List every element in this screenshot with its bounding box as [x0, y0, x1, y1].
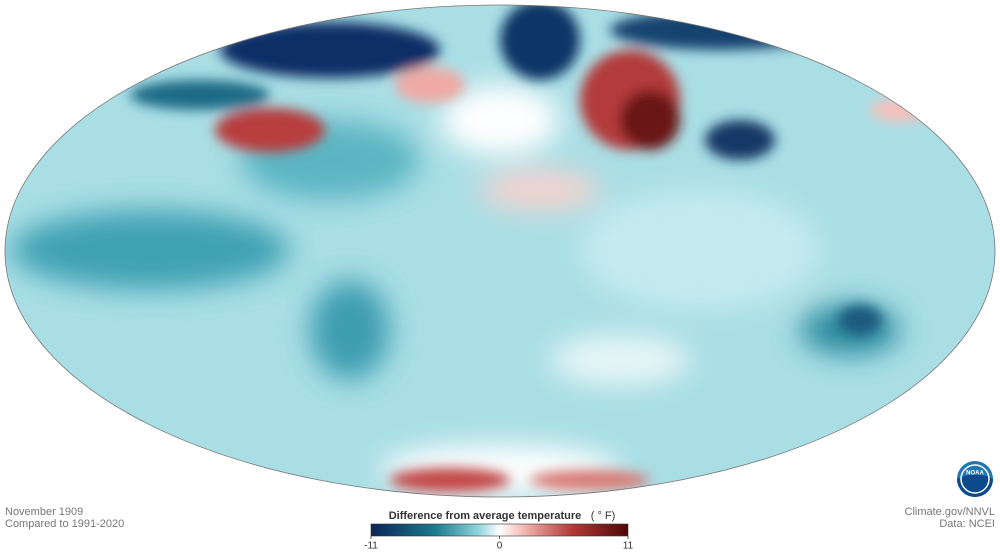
colorbar-ticks: -11 0 11	[364, 536, 634, 552]
source: Data: NCEI	[939, 518, 995, 530]
tick-label: 11	[623, 541, 634, 552]
colorbar-label: Difference from average temperature	[389, 510, 582, 522]
logo-text: NOAA	[966, 471, 984, 477]
baseline: Compared to 1991-2020	[5, 518, 124, 530]
map-outline	[4, 4, 996, 498]
colorbar-unit: ( ° F)	[591, 510, 616, 522]
credit: Climate.gov/NNVL	[905, 506, 995, 518]
colorbar	[370, 523, 629, 537]
tick-label: -11	[364, 541, 378, 552]
date: November 1909	[5, 506, 83, 518]
tick-label: 0	[497, 541, 503, 552]
map	[5, 5, 995, 497]
noaa-logo: NOAA	[957, 461, 993, 497]
